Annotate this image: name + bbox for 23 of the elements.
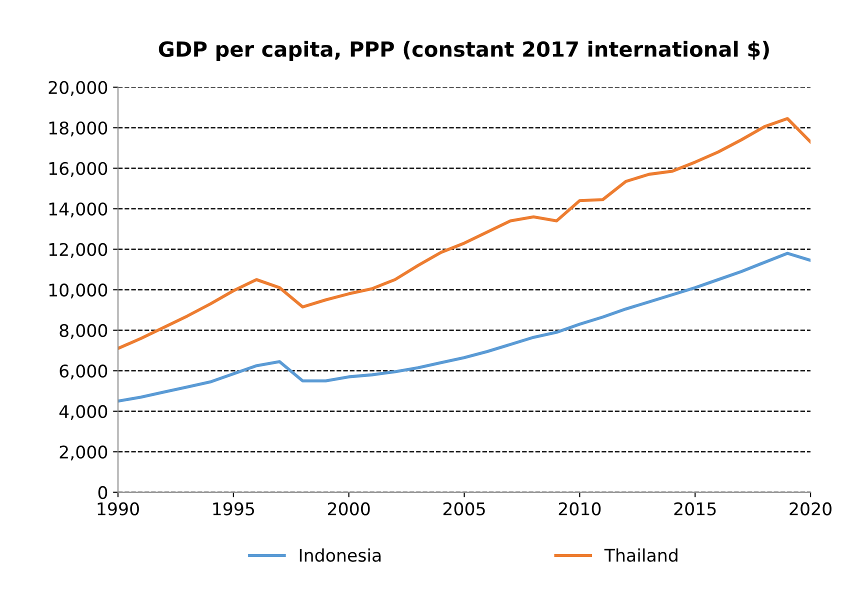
y-tick-label: 18,000 <box>49 121 108 136</box>
y-tick-label: 0 <box>98 486 108 500</box>
y-tick-label: 16,000 <box>49 162 108 177</box>
y-tick-label: 20,000 <box>48 80 108 96</box>
y-tick-label: 10,000 <box>49 283 108 298</box>
line-series <box>118 117 811 350</box>
y-tick-label: 14,000 <box>49 202 108 218</box>
x-tick-label: 2020 <box>790 502 832 516</box>
legend-label: Indonesia <box>300 548 381 562</box>
y-tick-label: 2,000 <box>60 445 108 460</box>
line-series <box>118 252 811 403</box>
x-tick-label: 2010 <box>558 502 601 516</box>
x-tick-label: 1990 <box>98 502 139 516</box>
x-tick-label: 2015 <box>674 502 716 516</box>
legend-label: Thailand <box>604 548 678 562</box>
y-tick-label: 6,000 <box>60 364 108 380</box>
y-tick-label: 4,000 <box>59 404 108 420</box>
y-tick-label: 8,000 <box>60 324 108 339</box>
x-tick-label: 1995 <box>213 502 254 516</box>
x-tick-label: 2005 <box>443 502 485 516</box>
y-tick-label: 12,000 <box>49 242 108 258</box>
chart-title: GDP per capita, PPP (constant 2017 international $) <box>158 40 769 62</box>
x-tick-label: 2000 <box>328 502 370 516</box>
